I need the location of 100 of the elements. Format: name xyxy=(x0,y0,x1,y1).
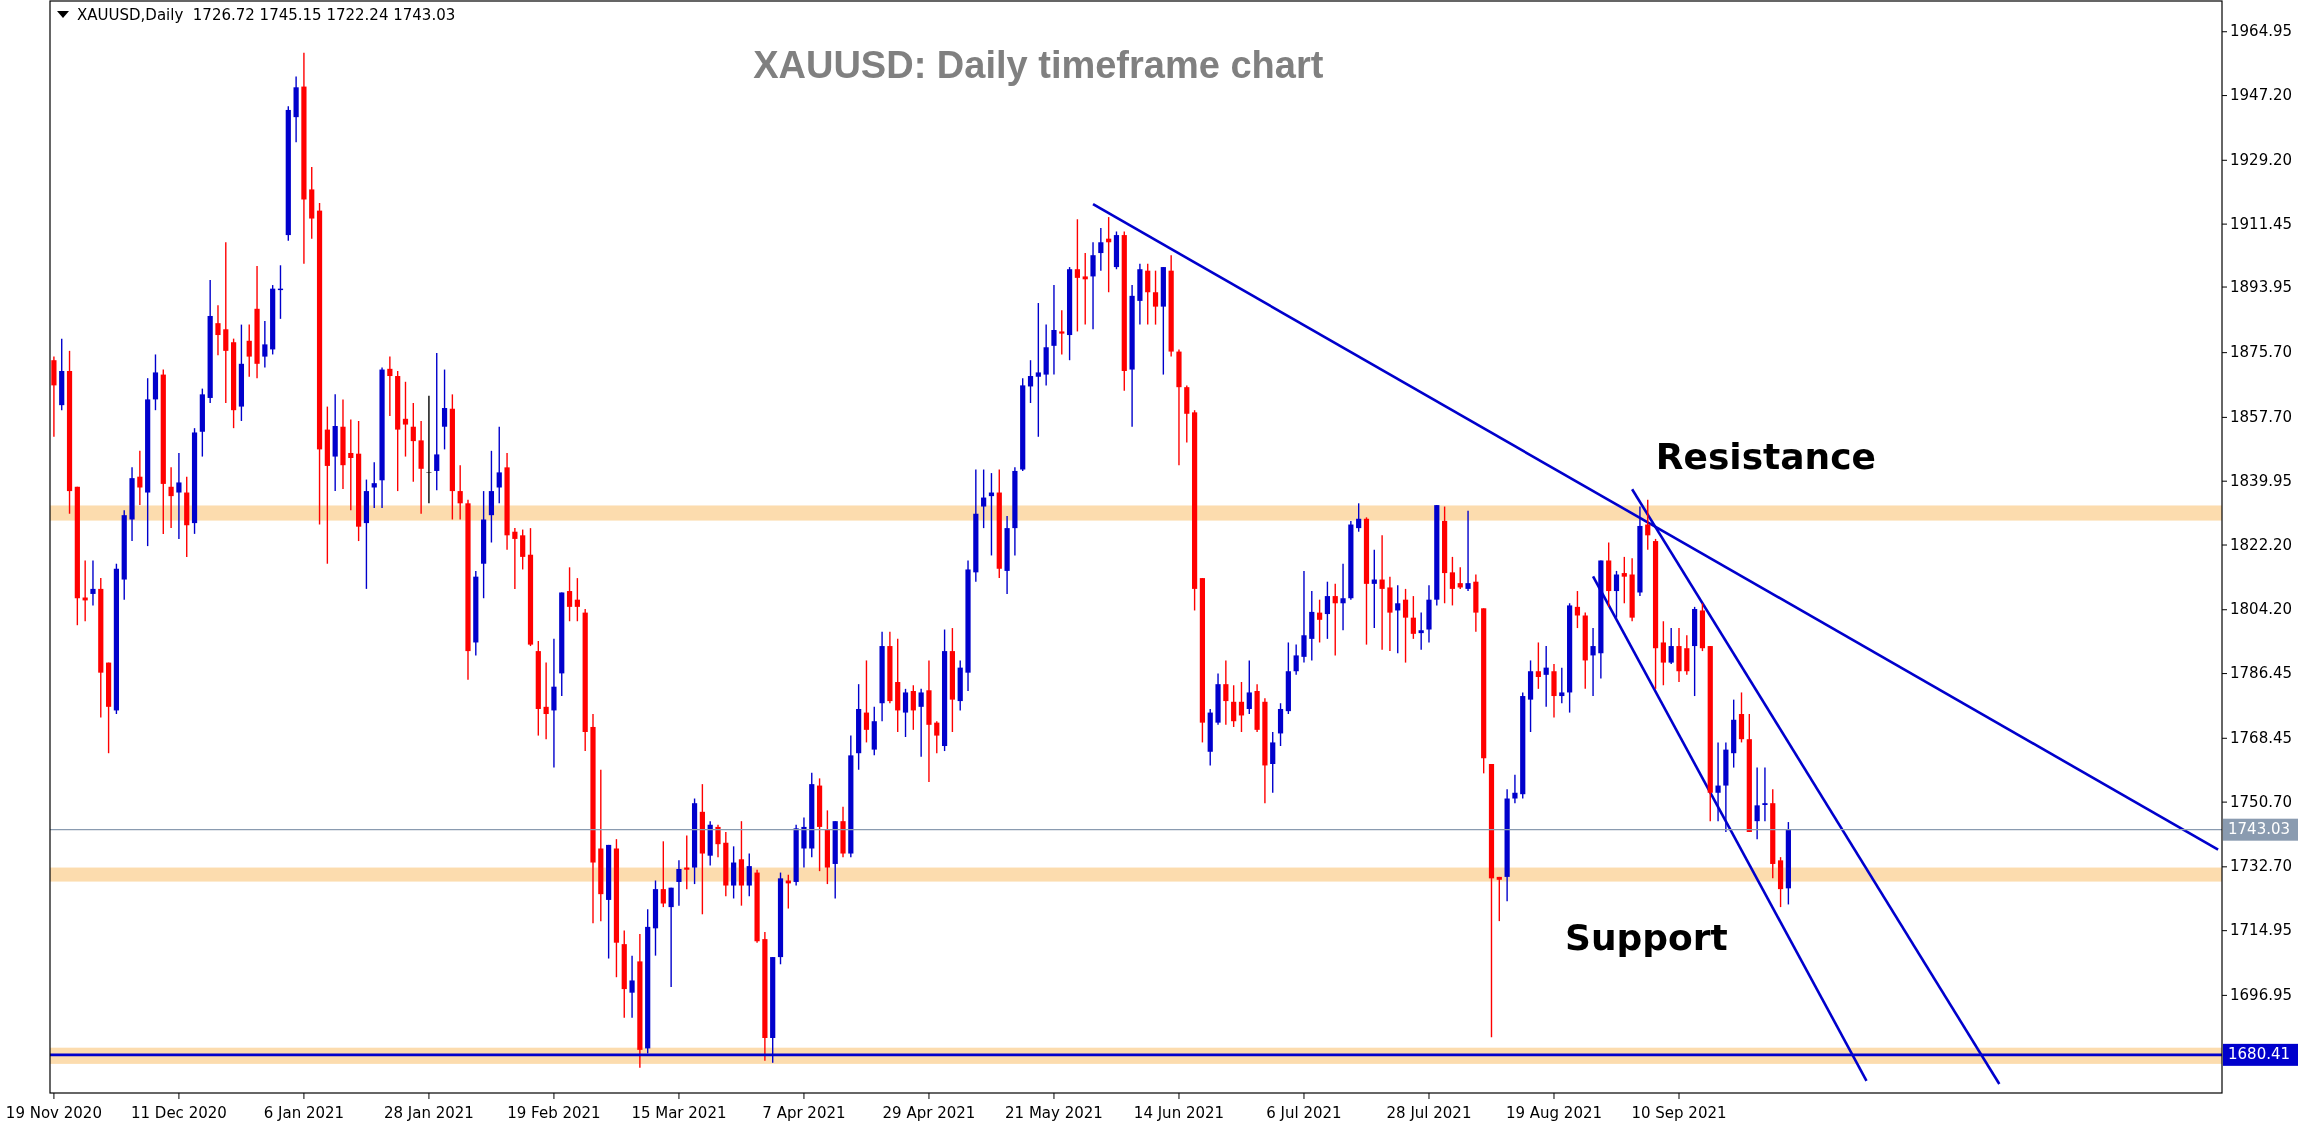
candlestick xyxy=(1590,627,1596,697)
candlestick xyxy=(1660,620,1666,686)
candlestick xyxy=(918,688,924,758)
candlestick xyxy=(1051,284,1057,376)
x-tick-label: 6 Jan 2021 xyxy=(263,1104,345,1122)
x-tick-label: 19 Aug 2021 xyxy=(1505,1104,1603,1122)
candlestick xyxy=(910,684,916,731)
candlestick xyxy=(1035,302,1041,438)
x-tick-label: 28 Jul 2021 xyxy=(1386,1104,1472,1122)
candlestick xyxy=(1301,570,1307,664)
candlestick xyxy=(1543,645,1549,708)
y-tick-label: 1696.95 xyxy=(2230,985,2293,1004)
candlestick xyxy=(1340,563,1346,631)
candlestick xyxy=(543,661,549,740)
candlestick xyxy=(90,559,96,607)
candlestick xyxy=(168,466,174,529)
band-label: Resistance xyxy=(1655,436,1876,478)
y-tick-label: 1839.95 xyxy=(2230,471,2293,490)
candlestick xyxy=(1027,359,1034,404)
y-tick-label: 1714.95 xyxy=(2230,921,2293,940)
x-tick-label: 29 Apr 2021 xyxy=(882,1104,976,1122)
candlestick xyxy=(402,381,409,458)
candlestick xyxy=(1668,627,1674,665)
candlestick xyxy=(746,852,752,898)
candlestick xyxy=(1457,566,1463,590)
candlestick xyxy=(574,577,580,622)
candlestick xyxy=(1418,611,1424,651)
candlestick xyxy=(684,834,690,890)
candlestick xyxy=(934,720,940,754)
candlestick xyxy=(1098,227,1104,272)
y-tick-label: 1964.95 xyxy=(2230,22,2293,41)
y-tick-label: 1893.95 xyxy=(2230,277,2293,296)
candlestick xyxy=(246,323,252,378)
x-tick-label: 28 Jan 2021 xyxy=(383,1104,474,1122)
candlestick xyxy=(1559,666,1565,704)
candlestick xyxy=(410,402,416,483)
annotation: XAUUSD,Daily 1726.72 1745.15 1722.24 1743.03 xyxy=(77,6,456,24)
x-tick-label: 21 May 2021 xyxy=(1005,1104,1103,1122)
candlestick xyxy=(629,954,635,1019)
candlestick xyxy=(1621,556,1627,604)
candlestick xyxy=(863,659,870,744)
x-tick-label: 19 Feb 2021 xyxy=(507,1104,601,1122)
candlestick xyxy=(660,840,666,908)
candlestick xyxy=(1152,269,1159,326)
candlestick xyxy=(1317,598,1323,644)
candlestick xyxy=(387,355,393,417)
candlestick xyxy=(496,426,502,505)
candlestick xyxy=(1293,643,1299,676)
candlestick xyxy=(1402,588,1409,664)
candlestick xyxy=(520,528,526,571)
candlestick xyxy=(1496,876,1502,922)
x-tick-label: 11 Dec 2020 xyxy=(131,1104,227,1122)
candlestick xyxy=(1715,741,1721,822)
candlestick xyxy=(176,452,182,540)
x-tick-label: 14 Jun 2021 xyxy=(1133,1104,1225,1122)
x-tick-label: 7 Apr 2021 xyxy=(762,1104,846,1122)
candlestick xyxy=(1379,534,1385,651)
x-tick-label: 10 Sep 2021 xyxy=(1631,1104,1727,1122)
candlestick xyxy=(371,461,377,509)
candlestick xyxy=(715,824,721,858)
y-tick-label: 1732.70 xyxy=(2230,857,2293,876)
candlestick xyxy=(1238,681,1245,733)
candlestick xyxy=(1371,549,1377,629)
candlestick xyxy=(1270,731,1276,794)
candlestick xyxy=(426,395,432,505)
candlestick xyxy=(1082,252,1088,326)
y-tick-label: 1750.70 xyxy=(2230,792,2293,811)
x-tick-label: 6 Jul 2021 xyxy=(1266,1104,1342,1122)
x-tick-label: 15 Mar 2021 xyxy=(631,1104,727,1122)
candlestick xyxy=(434,352,440,492)
candlestick xyxy=(1332,583,1338,657)
text: XAUUSD: Daily timeframe chart xyxy=(753,44,1324,86)
candlestick xyxy=(262,320,268,369)
candlestick xyxy=(223,241,229,404)
candlestick xyxy=(1762,766,1768,822)
candlestick xyxy=(1449,556,1456,607)
y-tick-label: 1786.45 xyxy=(2230,664,2293,683)
candlestick xyxy=(457,464,463,521)
y-tick-label: 1947.20 xyxy=(2230,86,2293,105)
y-tick-label: 1911.45 xyxy=(2230,214,2293,233)
candlestick xyxy=(1465,510,1471,592)
candlestick xyxy=(1410,595,1416,640)
candlestick xyxy=(551,638,557,769)
candlestick xyxy=(1684,634,1690,676)
y-tick-label: 1929.20 xyxy=(2230,150,2293,169)
ref-line-label: 1680.41 xyxy=(2228,1045,2291,1064)
candlestick xyxy=(902,688,909,738)
candlestick xyxy=(1324,581,1331,640)
y-tick-label: 1857.70 xyxy=(2230,407,2293,426)
candlestick xyxy=(1059,309,1065,356)
y-tick-label: 1822.20 xyxy=(2230,535,2293,554)
candlestick xyxy=(1223,659,1229,726)
candlestick xyxy=(566,566,573,622)
candlestick xyxy=(785,874,791,910)
y-tick-label: 1768.45 xyxy=(2230,728,2293,747)
candlestick xyxy=(215,304,221,356)
y-tick-label: 1875.70 xyxy=(2230,343,2293,362)
candlestick xyxy=(801,816,807,869)
candlestick xyxy=(348,418,354,511)
candlestick xyxy=(981,468,987,529)
